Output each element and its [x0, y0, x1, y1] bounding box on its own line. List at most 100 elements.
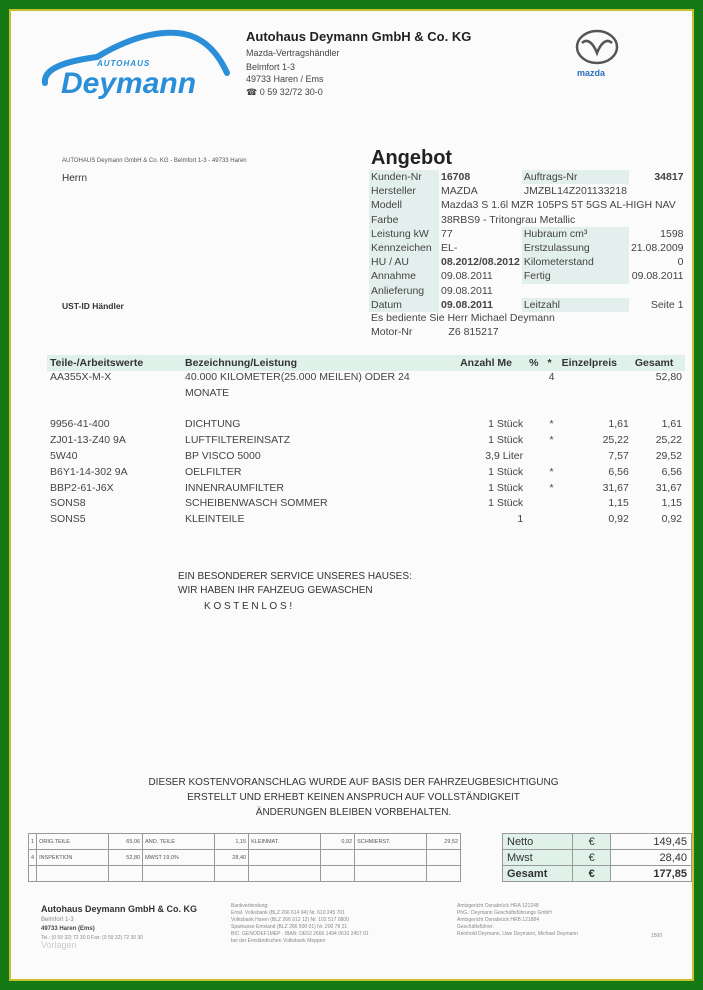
table-cell	[526, 434, 544, 450]
company-name: Autohaus Deymann GmbH & Co. KG	[246, 29, 472, 44]
info-cell: 09.08.2011	[441, 298, 493, 311]
table-cell	[457, 371, 526, 387]
items-table: Teile-/Arbeitswerte Bezeichnung/Leistung A…	[47, 355, 685, 529]
mazda-wordmark: mazda	[577, 68, 606, 78]
table-row: SONS8 SCHEIBENWASCH SOMMER 1 Stück 1,15 1,15	[47, 497, 685, 513]
table-cell: B6Y1-14-302 9A	[50, 465, 128, 478]
total-value: 177,85	[610, 865, 692, 882]
totals-row: Gesamt €177,85	[501, 865, 692, 882]
deymann-logo-car-icon	[41, 29, 230, 86]
table-cell: 31,67	[602, 481, 629, 494]
offer-document: AUTOHAUS Deymann Autohaus Deymann GmbH &…	[9, 9, 694, 981]
service-line-2: WIR HABEN IHR FAHZEUG GEWASCHEN	[178, 585, 373, 596]
table-cell: 3,9 Liter	[485, 449, 524, 462]
column-header: *	[544, 355, 559, 371]
info-cell: 08.2012/08.2012	[441, 256, 520, 269]
disclaimer-1: DIESER KOSTENVORANSCHLAG WURDE AUF BASIS…	[148, 777, 559, 788]
disclaimer-2: ERSTELLT UND ERHEBT KEINEN ANSPRUCH AUF …	[187, 792, 520, 803]
table-cell: LUFTFILTEREINSATZ	[185, 434, 291, 447]
table-cell	[559, 371, 632, 387]
table-cell: 1,15	[661, 497, 682, 510]
table-cell: 7,57	[608, 449, 629, 462]
table-cell	[544, 497, 558, 513]
table-cell	[526, 403, 544, 419]
table-row: AA355X-M-X 40.000 KILOMETER(25.000 MEILEN…	[47, 371, 685, 387]
info-cell: 0	[677, 256, 684, 269]
table-cell	[457, 403, 526, 419]
total-label: Gesamt	[501, 865, 574, 882]
table-cell: *	[549, 418, 554, 431]
disclaimer-3: ÄNDERUNGEN BLEIBEN VORBEHALTEN.	[255, 807, 452, 818]
table-cell: BBP2-61-J6X	[50, 481, 114, 494]
table-cell	[544, 387, 558, 403]
footer-bank-line: Volksbank Haren (BLZ 266 912 12) Nr. 102…	[231, 917, 349, 923]
table-cell	[526, 450, 544, 466]
info-cell: Anlieferung	[369, 283, 439, 298]
summary-cell: INSPEKTION	[36, 849, 110, 866]
summary-cell	[320, 865, 356, 882]
table-cell: 1,61	[608, 418, 629, 431]
info-row: Datum 09.08.2011 Leitzahl Seite 1	[369, 297, 686, 312]
table-cell: 31,67	[655, 481, 682, 494]
totals-row: Netto €149,45	[501, 833, 692, 850]
summary-cell	[142, 865, 216, 882]
sender-line: AUTOHAUS Deymann GmbH & Co. KG - Belmfor…	[62, 158, 247, 164]
summary-cell	[320, 849, 356, 866]
company-subtitle: Mazda-Vertragshändler	[246, 48, 340, 58]
table-cell: 1 Stück	[488, 497, 524, 510]
cost-summary-table: 1 ORIG.TEILE 65,06 AND. TEILE 1,15 KLEINMAT. 0…	[27, 833, 462, 882]
footer-street: Belmfort 1-3	[41, 917, 74, 923]
recipient-salutation: Herrn	[62, 173, 88, 184]
footer-bank-line: Sparkasse Emsland (BLZ 266 500 01) Nr. 2…	[231, 924, 348, 930]
table-cell: 9956-41-400	[50, 418, 110, 431]
footer-bank-line: Bankverbindung:	[231, 903, 269, 909]
column-header: Anzahl Me	[457, 355, 527, 371]
table-cell	[559, 387, 632, 403]
info-cell: Fertig	[521, 269, 629, 284]
table-cell	[544, 403, 558, 419]
table-cell	[526, 513, 544, 529]
info-cell: Farbe	[369, 212, 439, 227]
column-header: Gesamt	[631, 355, 685, 371]
info-cell: 09.08.2011	[631, 270, 684, 283]
footer-legal-line: PhG.: Deymann Geschäftsführungs GmbH	[457, 910, 552, 916]
service-line-1: EIN BESONDERER SERVICE UNSERES HAUSES:	[178, 571, 412, 582]
company-city: 49733 Haren / Ems	[246, 74, 324, 84]
summary-cell	[27, 865, 38, 882]
info-cell: Seite 1	[650, 298, 684, 311]
footer-legal-line: Amtsgericht Osnabrück HRA 121248	[457, 903, 539, 909]
info-cell: Hersteller	[369, 184, 439, 199]
info-cell: 21.08.2009	[630, 242, 684, 255]
info-row: Leistung kW 77 Hubraum cm³ 1598	[369, 226, 686, 241]
table-cell: INNENRAUMFILTER	[185, 481, 284, 494]
table-cell: SCHEIBENWASCH SOMMER	[185, 497, 328, 510]
info-cell: 1598	[660, 227, 684, 240]
table-cell: *	[549, 465, 554, 478]
table-cell: OELFILTER	[185, 465, 242, 478]
summary-cell: 52,80	[108, 849, 144, 866]
total-label: Mwst	[501, 849, 574, 866]
summary-cell: KLEINMAT.	[248, 833, 322, 850]
info-cell: 77	[441, 227, 453, 240]
summary-cell	[354, 865, 428, 882]
table-cell: DICHTUNG	[185, 418, 241, 431]
table-cell	[559, 403, 632, 419]
table-cell: 29,52	[655, 449, 682, 462]
watermark: Vorlagen	[41, 940, 77, 950]
table-cell	[526, 497, 544, 513]
table-row: ZJ01-13-Z40 9A LUFTFILTEREINSATZ 1 Stück * 2…	[47, 434, 685, 450]
total-label: Netto	[501, 833, 574, 850]
summary-cell	[248, 865, 322, 882]
service-line-3: K O S T E N L O S !	[204, 601, 293, 612]
info-cell: 16708	[441, 171, 471, 184]
info-cell: Annahme	[369, 269, 439, 284]
summary-cell	[214, 865, 250, 882]
logo-small-text: AUTOHAUS	[97, 59, 151, 68]
motor-label: Motor-Nr	[371, 326, 413, 338]
info-cell: Leistung kW	[369, 226, 439, 241]
table-cell: AA355X-M-X	[50, 371, 112, 383]
table-cell	[544, 450, 558, 466]
info-cell: 09.08.2011	[441, 284, 493, 297]
table-row: 5W40 BP VISCO 5000 3,9 Liter 7,57 29,52	[47, 450, 685, 466]
table-cell: SONS5	[50, 513, 86, 526]
